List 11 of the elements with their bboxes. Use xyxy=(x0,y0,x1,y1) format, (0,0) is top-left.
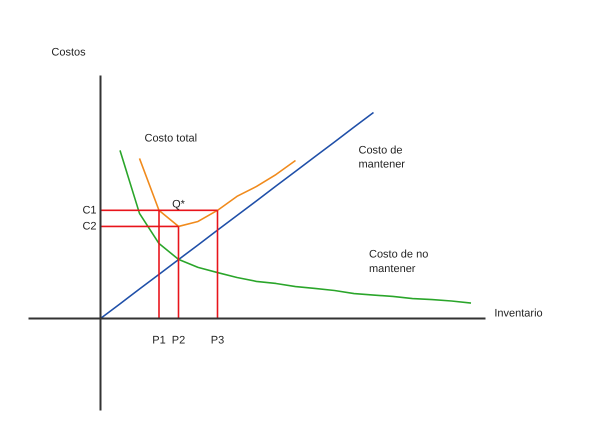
series-label: Costo de no mantener xyxy=(369,248,428,275)
x-axis-title: Inventario xyxy=(494,308,543,320)
x-tick-label: P2 xyxy=(172,334,186,346)
series-label: Costo total xyxy=(144,132,198,144)
series-label: Costo de mantener xyxy=(358,144,406,171)
x-tick-label: P1 xyxy=(152,334,166,346)
x-tick-label: P3 xyxy=(210,334,224,346)
y-axis-title: Costos xyxy=(51,46,86,58)
annotation: Q* xyxy=(172,198,186,210)
series-label: C1 xyxy=(82,204,96,216)
series-label: C2 xyxy=(82,220,96,232)
